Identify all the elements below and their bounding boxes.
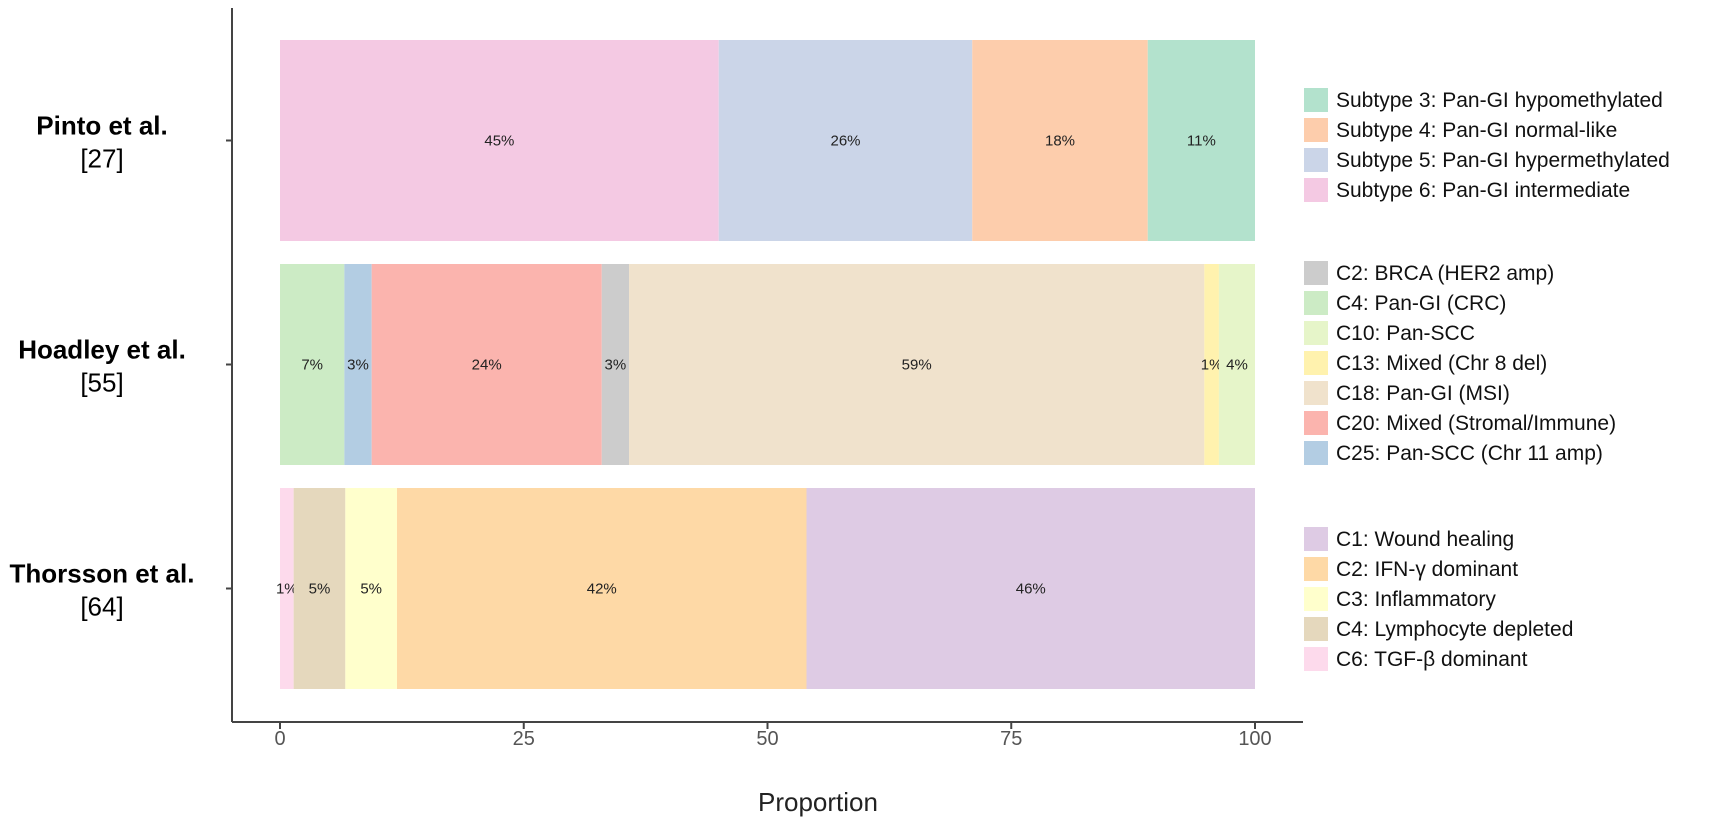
category-ref-label: [64] — [80, 592, 123, 622]
legend-swatch — [1304, 321, 1328, 345]
bar-segment — [293, 488, 346, 689]
x-tick-label: 25 — [513, 728, 535, 750]
segment-value-label: 59% — [902, 357, 932, 374]
category-name-label: Pinto et al. — [36, 111, 167, 141]
ticks-layer: 0 25 50 75 100 — [226, 139, 1272, 750]
legend-entry-label: C18: Pan-GI (MSI) — [1336, 382, 1510, 405]
legend-swatch — [1304, 261, 1328, 285]
x-axis-title: Proportion — [758, 787, 878, 817]
category-name-label: Hoadley et al. — [18, 335, 186, 365]
bar-segment — [1218, 264, 1255, 465]
legend-entry-label: C2: IFN-γ dominant — [1336, 558, 1518, 581]
legend-swatch — [1304, 351, 1328, 375]
legend-swatch — [1304, 291, 1328, 315]
legend-swatch — [1304, 587, 1328, 611]
legend-entry-label: Subtype 3: Pan-GI hypomethylated — [1336, 89, 1663, 112]
bar-segment — [280, 40, 719, 241]
segment-value-label: 4% — [1226, 357, 1248, 374]
legend-entry-label: Subtype 4: Pan-GI normal-like — [1336, 119, 1617, 142]
bar-segment — [280, 264, 345, 465]
segment-value-label: 11% — [1187, 133, 1216, 150]
bar-segment — [397, 488, 807, 689]
x-tick-label: 50 — [756, 728, 778, 750]
x-tick-label: 75 — [1000, 728, 1022, 750]
category-ref-label: [55] — [80, 368, 123, 398]
bar-segment — [345, 488, 397, 689]
bar-segment — [1147, 40, 1255, 241]
category-ref-label: [27] — [80, 144, 123, 174]
x-tick-label: 100 — [1238, 728, 1271, 750]
bar-segment — [1204, 264, 1219, 465]
legend-entry-label: C3: Inflammatory — [1336, 588, 1496, 611]
legend-entry-label: Subtype 6: Pan-GI intermediate — [1336, 179, 1630, 202]
legend-entry-label: C2: BRCA (HER2 amp) — [1336, 262, 1554, 285]
legend-swatch — [1304, 527, 1328, 551]
segment-value-label: 26% — [830, 133, 860, 150]
bar-segment — [371, 264, 602, 465]
legend-entry-label: C4: Pan-GI (CRC) — [1336, 292, 1506, 315]
legend-entry-label: C4: Lymphocyte depleted — [1336, 618, 1573, 641]
category-labels: Pinto et al.[27] Hoadley et al.[55] Thorss… — [10, 111, 195, 622]
legend-entry-label: C1: Wound healing — [1336, 528, 1514, 551]
legend-entry-label: Subtype 5: Pan-GI hypermethylated — [1336, 149, 1670, 172]
segment-value-label: 42% — [587, 581, 617, 598]
segment-value-label: 24% — [472, 357, 502, 374]
legend-swatch — [1304, 647, 1328, 671]
segment-value-label: 18% — [1045, 133, 1075, 150]
segment-value-label: 7% — [301, 357, 323, 374]
segment-value-label: 3% — [347, 357, 369, 374]
segment-value-label: 46% — [1016, 581, 1046, 598]
bar-segment — [629, 264, 1205, 465]
category-name-label: Thorsson et al. — [10, 559, 195, 589]
legend-entry-label: C25: Pan-SCC (Chr 11 amp) — [1336, 442, 1603, 465]
legend-swatch — [1304, 178, 1328, 202]
legend-swatch — [1304, 88, 1328, 112]
bar-segment — [280, 488, 294, 689]
bar-segment — [806, 488, 1255, 689]
legend-swatch — [1304, 557, 1328, 581]
segment-value-label: 1% — [276, 581, 298, 598]
legend-swatch — [1304, 411, 1328, 435]
legend-entry-label: C13: Mixed (Chr 8 del) — [1336, 352, 1547, 375]
legend-entry-label: C10: Pan-SCC — [1336, 322, 1475, 345]
legend-entry-label: C20: Mixed (Stromal/Immune) — [1336, 412, 1616, 435]
legend-swatch — [1304, 381, 1328, 405]
segment-value-label: 3% — [605, 357, 627, 374]
legend: Subtype 3: Pan-GI hypomethylated Subtype … — [1304, 88, 1670, 671]
bars-layer: 45% 26% 18% 11%7% 3% 24% 3% 59% 1% 4%1% 5% 5% 42% 46% — [276, 40, 1255, 689]
segment-value-label: 45% — [484, 133, 514, 150]
legend-swatch — [1304, 441, 1328, 465]
segment-value-label: 5% — [309, 581, 331, 598]
segment-value-label: 5% — [360, 581, 382, 598]
legend-swatch — [1304, 148, 1328, 172]
bar-segment — [344, 264, 372, 465]
legend-entry-label: C6: TGF-β dominant — [1336, 648, 1528, 671]
legend-swatch — [1304, 617, 1328, 641]
bar-segment — [601, 264, 630, 465]
legend-swatch — [1304, 118, 1328, 142]
bar-segment — [972, 40, 1148, 241]
x-tick-label: 0 — [274, 728, 285, 750]
segment-value-label: 1% — [1201, 357, 1223, 374]
bar-segment — [718, 40, 973, 241]
